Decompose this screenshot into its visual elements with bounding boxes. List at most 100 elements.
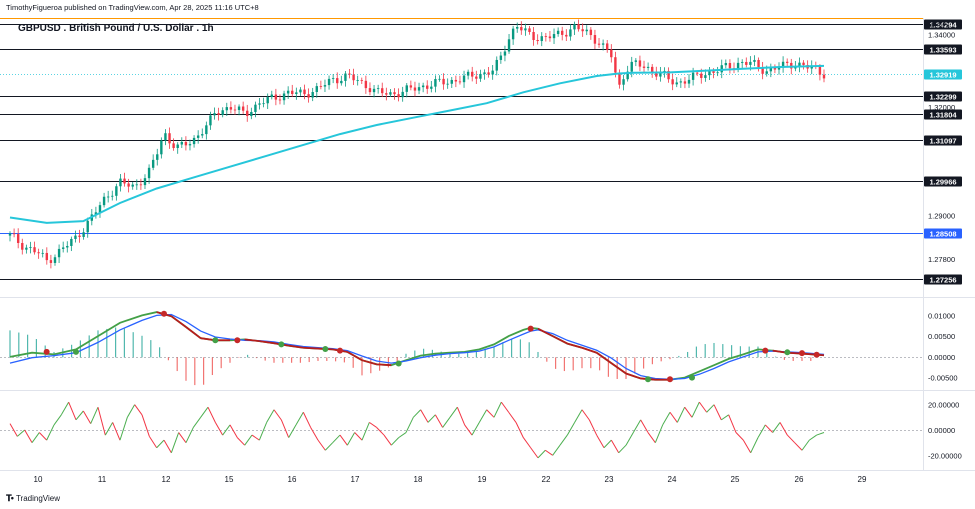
macd-histogram-bar [194, 357, 196, 386]
candle-body [82, 232, 85, 237]
macd-histogram-bar [167, 357, 169, 361]
candle-body [503, 51, 507, 56]
osc-segment [236, 437, 246, 446]
price-pane[interactable] [8, 19, 826, 269]
macd-histogram-bar [396, 357, 398, 362]
footer-brand[interactable]: 𝐓• TradingView [6, 493, 60, 504]
candle-body [683, 81, 687, 84]
candle-body [434, 79, 437, 87]
macd-histogram-bar [590, 357, 592, 369]
osc-segment [721, 414, 729, 421]
candle-body [180, 141, 183, 145]
macd-bear-segment [801, 352, 825, 357]
osc-segment [618, 444, 627, 454]
macd-pane[interactable] [0, 310, 923, 386]
macd-histogram-bar [18, 332, 20, 358]
candle-body [356, 80, 359, 82]
macd-histogram-bar [326, 357, 328, 361]
osc-segment [588, 419, 598, 436]
candle-body [344, 73, 347, 81]
candle-body [544, 36, 548, 37]
candle-body [135, 184, 139, 186]
candle-body [618, 72, 621, 85]
macd-bear-segment [376, 363, 392, 367]
osc-segment [126, 404, 136, 418]
macd-histogram-bar [467, 353, 469, 358]
macd-histogram-bar [264, 357, 266, 361]
candle-body [340, 80, 343, 84]
candle-body [225, 107, 228, 111]
osc-segment [75, 410, 84, 421]
candle-body [822, 74, 826, 79]
candle-body [585, 29, 588, 32]
candle-body [250, 111, 253, 117]
candle-body [102, 196, 106, 206]
candle-body [45, 252, 49, 261]
publisher-line: TimothyFigueroa published on TradingView… [6, 3, 259, 12]
oscillator-pane[interactable] [0, 401, 923, 459]
osc-segment [552, 444, 561, 456]
candle-body [115, 186, 118, 196]
macd-histogram-bar [722, 344, 724, 358]
candle-body [781, 61, 785, 68]
tradingview-logo-icon: 𝐓• [6, 493, 14, 503]
crossover-marker [43, 348, 50, 355]
candle-body [311, 92, 314, 98]
osc-segment [332, 434, 341, 444]
macd-histogram-bar [555, 357, 557, 369]
candle-body [581, 29, 584, 32]
osc-segment [625, 432, 634, 446]
candle-body [577, 24, 580, 30]
macd-histogram-bar [211, 357, 213, 376]
candle-body [606, 43, 609, 50]
candle-body [119, 178, 122, 187]
osc-segment [119, 417, 128, 441]
osc-segment [728, 414, 737, 433]
candle-body [303, 89, 306, 95]
level-label-box [924, 135, 962, 146]
macd-bear-segment [625, 372, 641, 380]
osc-segment [288, 424, 297, 438]
candle-body [765, 71, 768, 74]
macd-histogram-bar [115, 327, 117, 358]
macd-histogram-bar [607, 357, 609, 377]
osc-segment [434, 414, 444, 428]
candle-body [720, 65, 723, 73]
candle-body [360, 80, 363, 82]
candle-body [106, 196, 110, 198]
candle-body [818, 66, 822, 75]
osc-segment [420, 409, 429, 423]
osc-segment [104, 422, 114, 436]
candle-body [184, 141, 188, 146]
macd-histogram-bar [695, 346, 697, 358]
macd-histogram-bar [475, 350, 477, 358]
osc-segment [809, 434, 817, 441]
macd-histogram-bar [634, 357, 636, 374]
candle-body [368, 88, 372, 93]
macd-histogram-bar [766, 351, 768, 358]
candle-body [94, 212, 98, 215]
osc-segment [522, 437, 532, 449]
candle-body [749, 61, 752, 65]
macd-histogram-bar [599, 357, 601, 371]
osc-segment [610, 439, 620, 454]
candle-body [168, 133, 171, 144]
candle-body [736, 62, 740, 69]
level-label-box [924, 176, 962, 187]
candle-body [458, 81, 462, 83]
x-tick-label: 12 [162, 475, 171, 484]
price-tick-label: 1.29000 [928, 212, 955, 221]
candle-body [413, 87, 417, 91]
candle-body [565, 34, 568, 37]
osc-segment [192, 417, 202, 428]
osc-segment [471, 422, 480, 436]
osc-segment [566, 422, 576, 436]
osc-segment [369, 421, 377, 428]
candle-body [475, 76, 478, 79]
osc-segment [596, 434, 605, 448]
candle-body [336, 78, 339, 84]
candle-body [483, 72, 486, 74]
candle-body [426, 85, 429, 89]
candle-body [123, 178, 126, 184]
macd-tick-label: 0.00000 [928, 353, 955, 362]
